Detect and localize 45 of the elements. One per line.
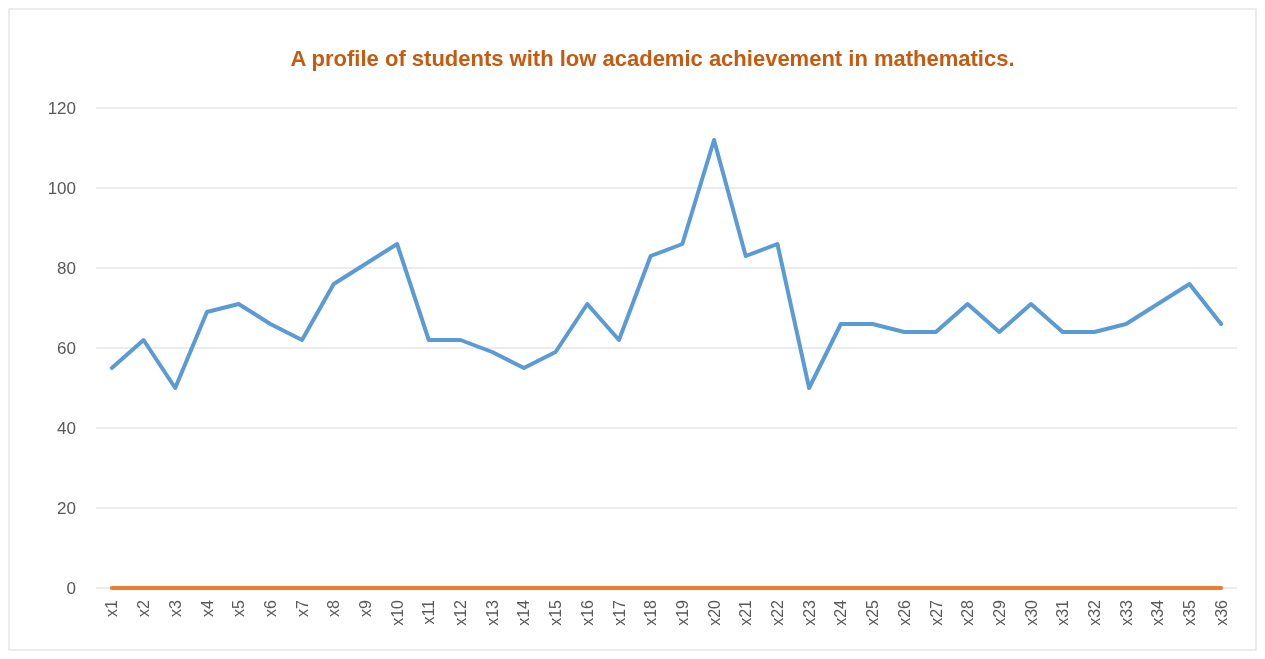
y-tick-label: 20 xyxy=(57,498,76,518)
x-tick-label: x12 xyxy=(452,599,470,626)
x-tick-label: x8 xyxy=(325,599,343,617)
x-tick-label: x3 xyxy=(166,599,184,617)
x-tick-label: x35 xyxy=(1181,599,1199,626)
x-tick-label: x34 xyxy=(1149,599,1167,626)
x-tick-label: x22 xyxy=(769,599,787,626)
x-tick-label: x28 xyxy=(959,599,977,626)
x-tick-label: x19 xyxy=(673,599,691,626)
x-tick-label: x30 xyxy=(1022,599,1040,626)
x-tick-label: x5 xyxy=(230,599,248,617)
x-tick-label: x1 xyxy=(103,599,121,617)
x-tick-label: x23 xyxy=(800,599,818,626)
x-tick-label: x27 xyxy=(927,599,945,626)
x-tick-label: x2 xyxy=(135,599,153,617)
x-tick-label: x11 xyxy=(420,599,438,625)
chart-title: A profile of students with low academic achievement in mathematics. xyxy=(290,46,1015,71)
y-tick-label: 80 xyxy=(57,258,76,278)
y-tick-label: 120 xyxy=(47,98,76,118)
y-tick-label: 60 xyxy=(57,338,76,358)
x-tick-label: x36 xyxy=(1212,599,1230,626)
x-tick-label: x4 xyxy=(198,599,216,617)
x-tick-label: x24 xyxy=(832,599,850,626)
x-tick-label: x21 xyxy=(737,599,755,626)
x-tick-label: x25 xyxy=(864,599,882,626)
x-tick-label: x20 xyxy=(705,599,723,626)
x-tick-label: x33 xyxy=(1117,599,1135,626)
x-tick-label: x18 xyxy=(642,599,660,626)
x-tick-label: x32 xyxy=(1085,599,1103,626)
y-tick-label: 40 xyxy=(57,418,76,438)
x-tick-label: x26 xyxy=(895,599,913,626)
x-tick-label: x10 xyxy=(388,599,406,626)
x-tick-label: x14 xyxy=(515,599,533,626)
x-tick-label: x16 xyxy=(578,599,596,626)
y-tick-label: 0 xyxy=(66,578,76,598)
x-tick-label: x17 xyxy=(610,599,628,626)
line-series xyxy=(109,138,1224,390)
x-tick-label: x31 xyxy=(1054,599,1072,626)
x-tick-label: x6 xyxy=(261,599,279,617)
x-tick-label: x13 xyxy=(483,599,501,626)
y-tick-label: 100 xyxy=(47,178,76,198)
x-tick-label: x7 xyxy=(293,599,311,617)
x-tick-label: x15 xyxy=(547,599,565,626)
x-tick-label: x29 xyxy=(990,599,1008,626)
x-tick-label: x9 xyxy=(357,599,374,617)
